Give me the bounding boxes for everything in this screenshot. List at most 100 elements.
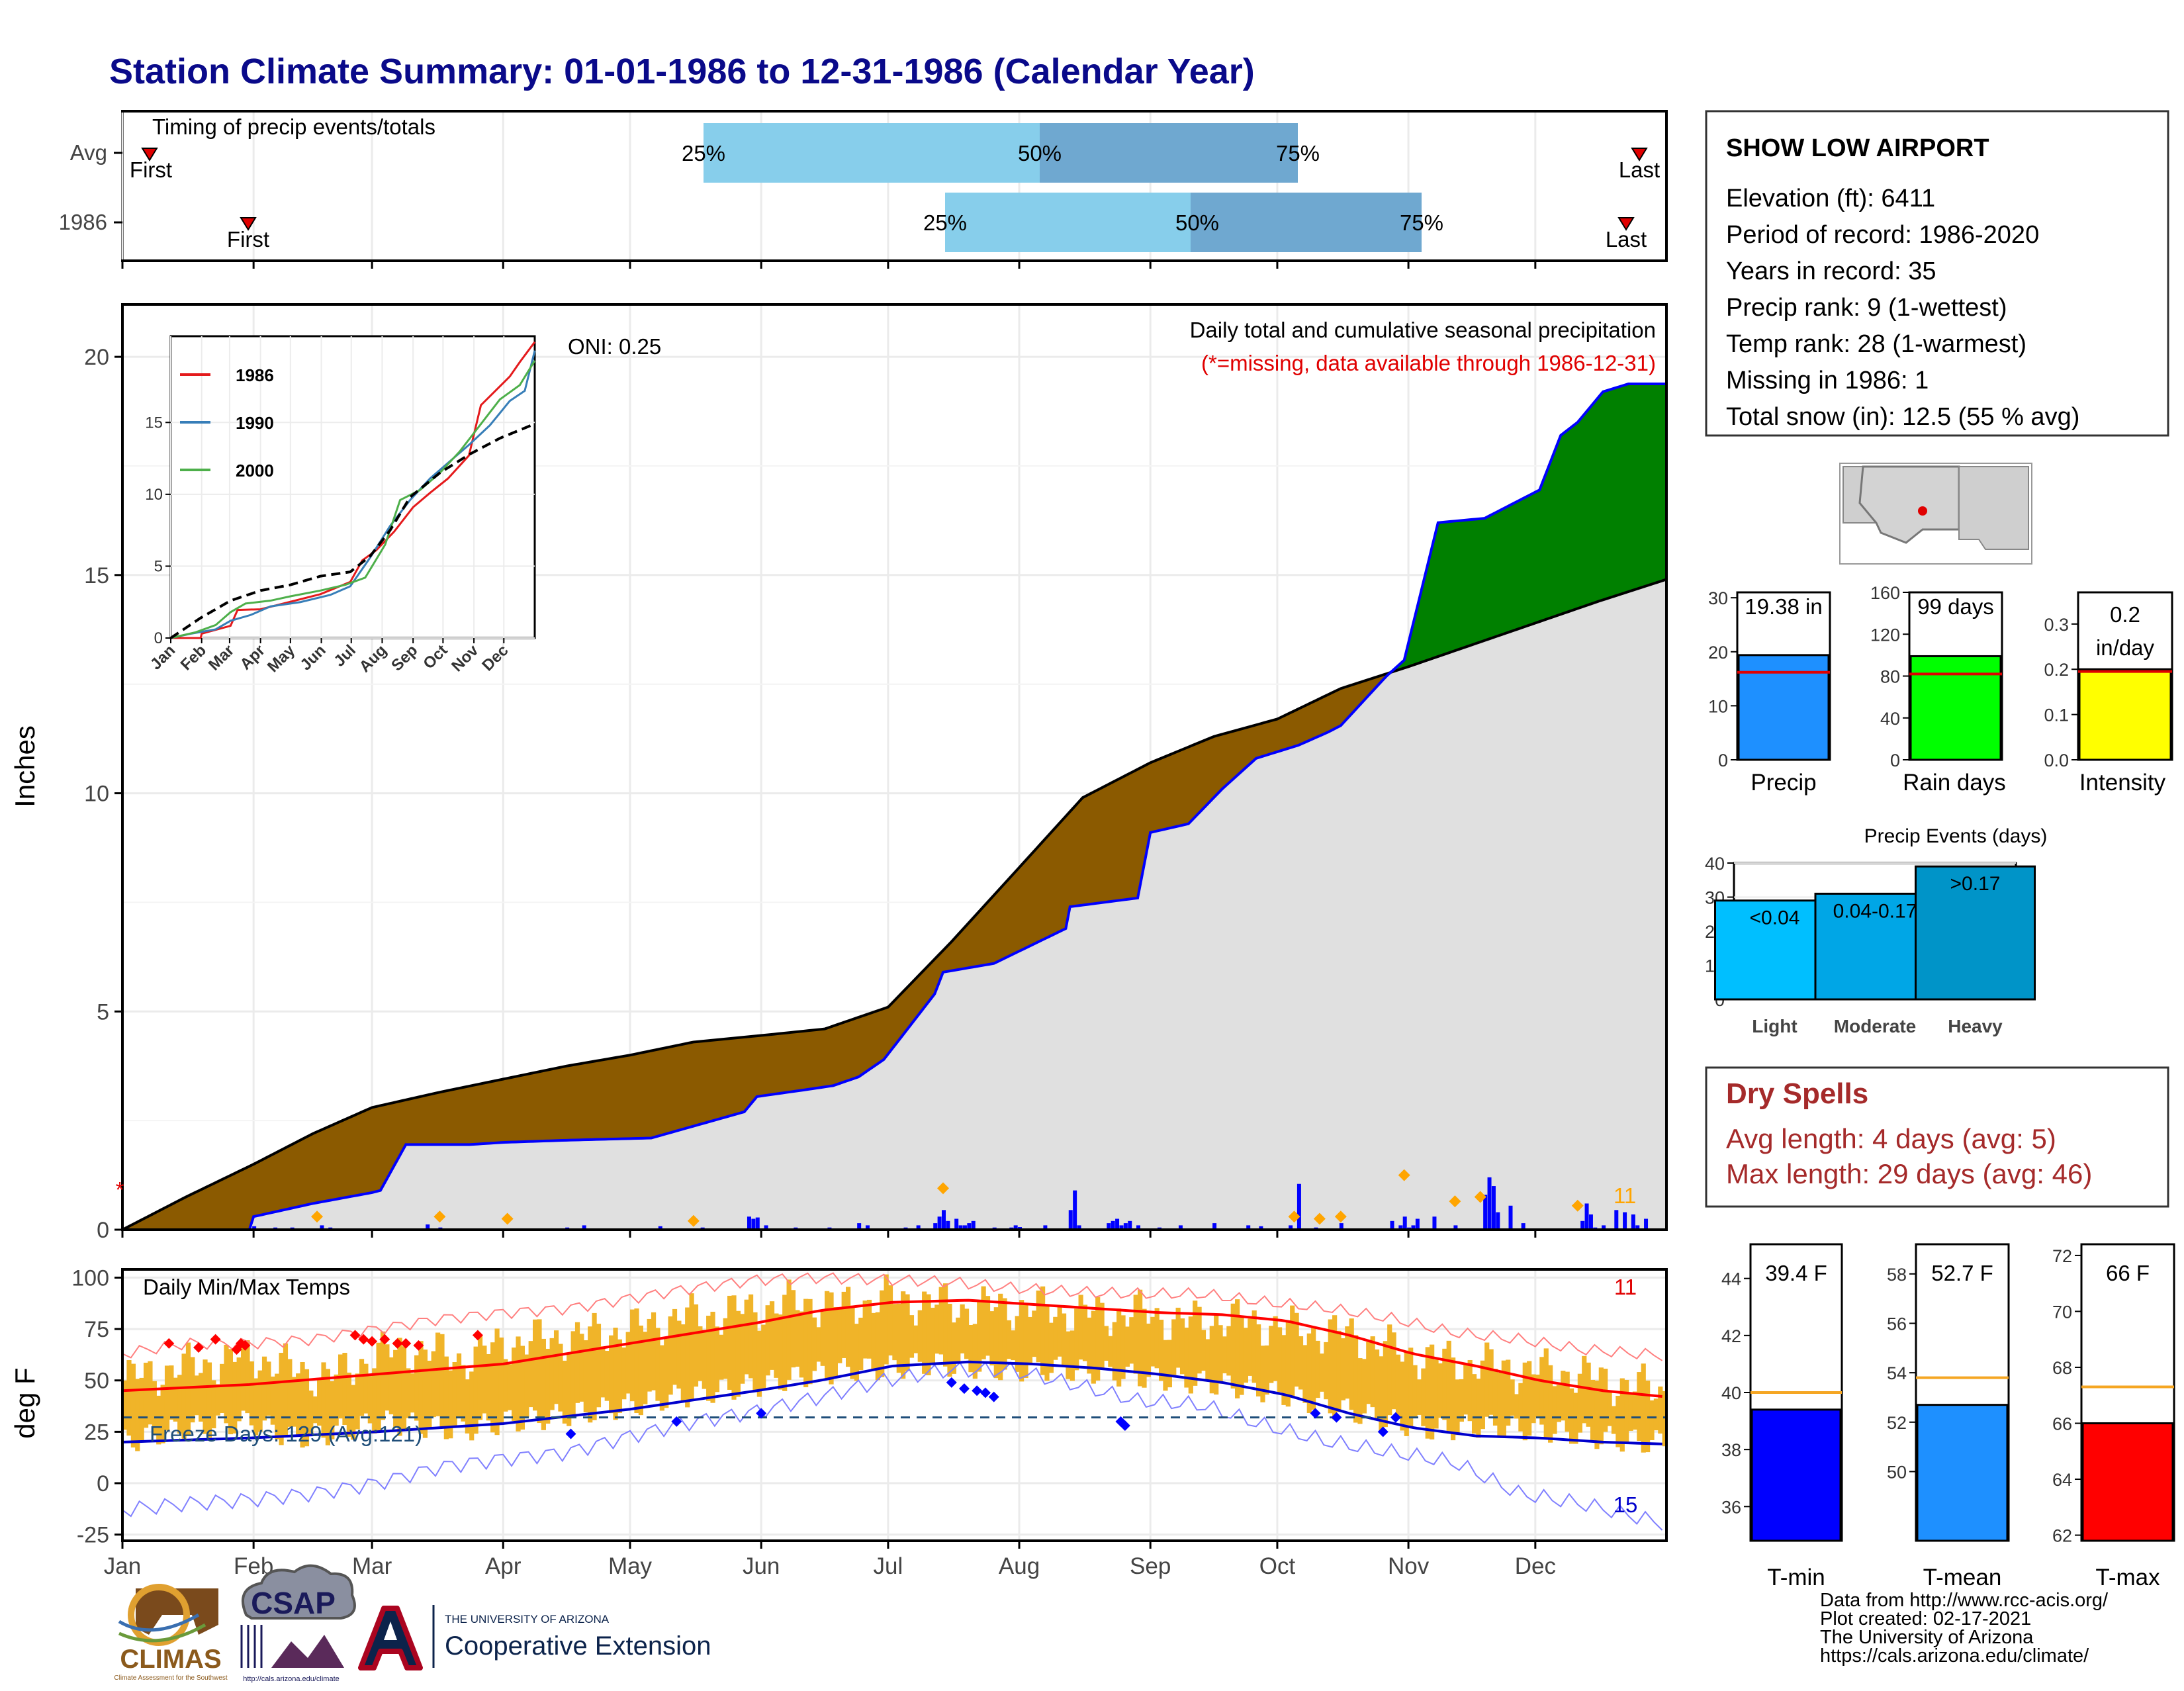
value-rain-days: 99 days: [1917, 594, 1994, 619]
temp-range-bar: [1281, 1335, 1287, 1405]
panel-bar-T-min: [1751, 1408, 1842, 1542]
temp-range-bar: [380, 1331, 386, 1420]
temp-range-bar: [1179, 1318, 1185, 1375]
temp-range-bar: [1518, 1383, 1524, 1432]
temp-range-bar: [1628, 1393, 1633, 1431]
temp-range-bar: [139, 1377, 144, 1441]
temp-range-bar: [1315, 1340, 1320, 1398]
temp-range-bar: [1116, 1308, 1122, 1387]
temp-range-bar: [909, 1315, 915, 1358]
daily-precip-bar: [1073, 1190, 1077, 1230]
temp-range-bar: [1501, 1360, 1506, 1438]
daily-precip-bar: [426, 1224, 430, 1230]
temp-range-bar: [261, 1356, 267, 1421]
temp-range-bar: [1471, 1374, 1477, 1434]
temp-range-bar: [1188, 1316, 1193, 1394]
timing-1986-iqr-low: [945, 193, 1191, 252]
panel-bar-T-max: [2081, 1422, 2174, 1542]
temp-range-bar: [1357, 1358, 1363, 1424]
temp-range-bar: [820, 1311, 825, 1366]
temp-range-bar: [473, 1346, 478, 1434]
events-bar-heavy: [1915, 865, 2036, 1001]
temp-range-bar: [829, 1292, 834, 1385]
temp-range-bar: [1649, 1400, 1655, 1440]
temp-range-bar: [570, 1331, 576, 1416]
panel-ytick-label: 20: [1708, 643, 1728, 663]
freeze-days-label: Freeze Days: 129 (Avg:121): [150, 1422, 422, 1446]
temp-range-bar: [1074, 1308, 1079, 1371]
legend-1990: 1990: [236, 413, 274, 433]
precip-frame: [121, 303, 1668, 1231]
record-low-marker: [1390, 1412, 1401, 1423]
temp-range-bar: [778, 1314, 783, 1390]
station-elevation: Elevation (ft): 6411: [1726, 185, 1935, 212]
temp-range-bar: [203, 1359, 208, 1434]
timing-avg-iqr-high: [1040, 123, 1298, 183]
precip-event-marker: [937, 1182, 950, 1195]
precip-events-panel: 010203040<0.04Light0.04-0.17Moderate>0.1…: [1705, 854, 2036, 1036]
daily-precip-bar: [1398, 1225, 1403, 1230]
temp-range-bar: [1044, 1306, 1050, 1381]
temp-range-bar: [1069, 1330, 1075, 1381]
temp-range-bar: [774, 1313, 779, 1378]
temp-range-bar: [1552, 1386, 1557, 1434]
temp-range-bar: [884, 1274, 889, 1365]
temp-range-bar: [752, 1312, 758, 1391]
panel-bar-T-mean: [1916, 1404, 2009, 1542]
temp-range-bar: [1133, 1295, 1138, 1374]
precip-subtitle: (*=missing, data available through 1986-…: [1201, 351, 1656, 375]
temp-range-bar: [1264, 1345, 1269, 1395]
month-label: Mar: [352, 1553, 392, 1579]
daily-precip-bar: [1246, 1225, 1251, 1230]
temp-range-bar: [541, 1338, 546, 1430]
temp-range-bar: [1548, 1365, 1553, 1443]
temp-range-bar: [456, 1353, 462, 1418]
daily-precip-bar: [1128, 1220, 1132, 1230]
temp-range-bar: [676, 1320, 682, 1389]
temp-range-bar: [1324, 1342, 1329, 1400]
temp-ytick-label: 50: [84, 1369, 109, 1394]
temp-range-bar: [414, 1355, 420, 1421]
temp-range-bar: [567, 1354, 572, 1426]
temp-range-bar: [1066, 1331, 1071, 1379]
temp-range-bar: [240, 1340, 246, 1411]
temp-range-bar: [583, 1340, 588, 1412]
daily-precip-bar: [1068, 1210, 1073, 1230]
record-high-marker: [210, 1334, 221, 1345]
temp-range-bar: [304, 1369, 310, 1447]
temp-range-bar: [287, 1359, 293, 1427]
temp-range-bar: [1506, 1359, 1511, 1426]
temp-range-bar: [1632, 1391, 1638, 1430]
temp-range-bar: [782, 1295, 788, 1391]
temp-range-bar: [769, 1301, 775, 1370]
daily-precip-bar: [1289, 1225, 1293, 1230]
csap-logo-text: CSAP: [251, 1586, 336, 1620]
temp-range-bar: [693, 1304, 699, 1387]
temp-range-bar: [465, 1379, 470, 1434]
temp-range-bar: [1209, 1326, 1214, 1394]
climas-logo: CLIMAS Climate Assessment for the Southw…: [114, 1584, 228, 1682]
dry-spells-avg: Avg length: 4 days (avg: 5): [1726, 1123, 2056, 1154]
temp-range-bar: [625, 1332, 631, 1394]
daily-precip-bar: [865, 1225, 870, 1230]
precip-events-title: Precip Events (days): [1864, 825, 2048, 847]
ua-logo-big: Cooperative Extension: [445, 1631, 711, 1661]
temp-range-bar: [482, 1346, 487, 1414]
temp-range-bar: [592, 1312, 597, 1420]
temp-range-bar: [1095, 1297, 1101, 1381]
daily-precip-bar: [1496, 1212, 1500, 1230]
temp-range-bar: [1430, 1344, 1435, 1440]
temp-range-bar: [1391, 1332, 1396, 1410]
temp-range-bar: [1463, 1363, 1469, 1415]
temp-range-bar: [1184, 1327, 1189, 1388]
record-high-marker: [379, 1334, 390, 1345]
temp-range-bar: [1248, 1318, 1253, 1376]
csap-logo: CSAP http://cals.arizona.edu/climate: [240, 1564, 356, 1683]
temp-range-bar: [1437, 1363, 1443, 1418]
timing-1986-first: First: [227, 227, 269, 251]
inset-ytick-label: 10: [145, 486, 163, 504]
temp-range-bar: [443, 1356, 449, 1440]
temp-range-bar: [1053, 1316, 1058, 1360]
daily-precip-bar: [916, 1225, 921, 1230]
panel-ytick-label: 0: [1718, 751, 1728, 770]
